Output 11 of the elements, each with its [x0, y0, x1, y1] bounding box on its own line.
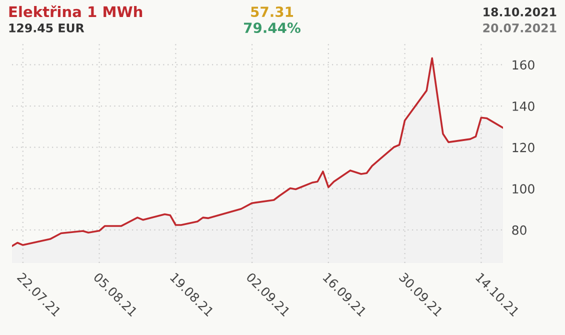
- text: 57.31: [251, 6, 294, 18]
- text: 18.10.2021: [484, 7, 556, 16]
- text: 79.44%: [244, 22, 300, 34]
- y-tick-label: 140: [512, 102, 534, 111]
- y-tick-label: 160: [512, 60, 534, 70]
- chart-title: Elektřina 1 MWh: [9, 5, 142, 18]
- text: 129.45 EUR: [9, 23, 84, 32]
- text: 20.07.2021: [483, 23, 556, 32]
- y-tick-label: 80: [512, 225, 526, 235]
- y-tick-label: 120: [512, 142, 534, 152]
- y-tick-label: 100: [512, 184, 534, 194]
